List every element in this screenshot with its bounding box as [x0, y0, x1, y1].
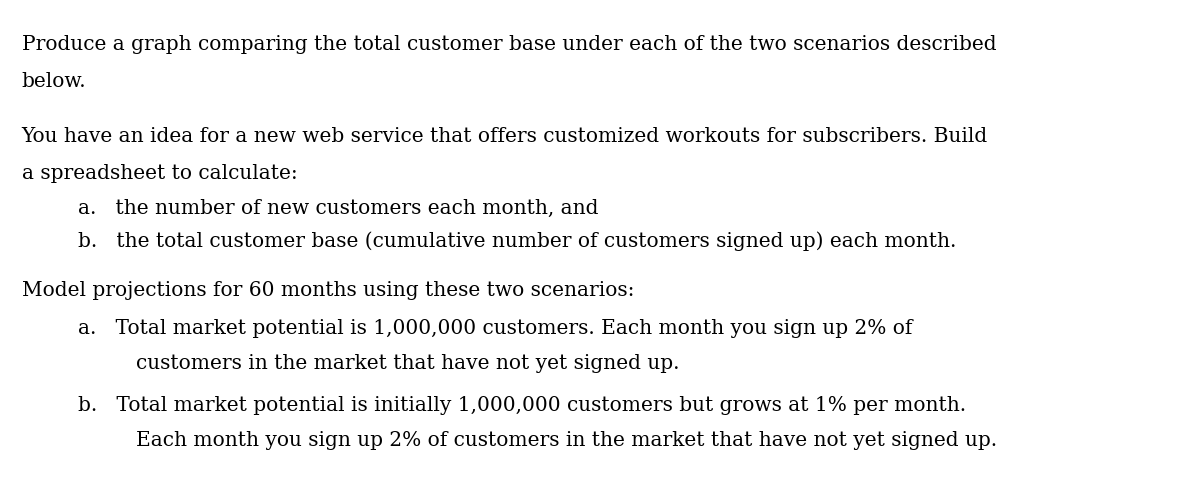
Text: b.   Total market potential is initially 1,000,000 customers but grows at 1% per: b. Total market potential is initially 1…	[78, 396, 966, 415]
Text: b.   the total customer base (cumulative number of customers signed up) each mon: b. the total customer base (cumulative n…	[78, 232, 956, 251]
Text: Each month you sign up 2% of customers in the market that have not yet signed up: Each month you sign up 2% of customers i…	[136, 431, 997, 450]
Text: customers in the market that have not yet signed up.: customers in the market that have not ye…	[136, 354, 679, 373]
Text: a spreadsheet to calculate:: a spreadsheet to calculate:	[22, 164, 298, 183]
Text: Produce a graph comparing the total customer base under each of the two scenario: Produce a graph comparing the total cust…	[22, 35, 996, 54]
Text: Model projections for 60 months using these two scenarios:: Model projections for 60 months using th…	[22, 281, 634, 300]
Text: You have an idea for a new web service that offers customized workouts for subsc: You have an idea for a new web service t…	[22, 127, 988, 146]
Text: below.: below.	[22, 72, 86, 91]
Text: a.   the number of new customers each month, and: a. the number of new customers each mont…	[78, 199, 599, 218]
Text: a.   Total market potential is 1,000,000 customers. Each month you sign up 2% of: a. Total market potential is 1,000,000 c…	[78, 319, 912, 338]
